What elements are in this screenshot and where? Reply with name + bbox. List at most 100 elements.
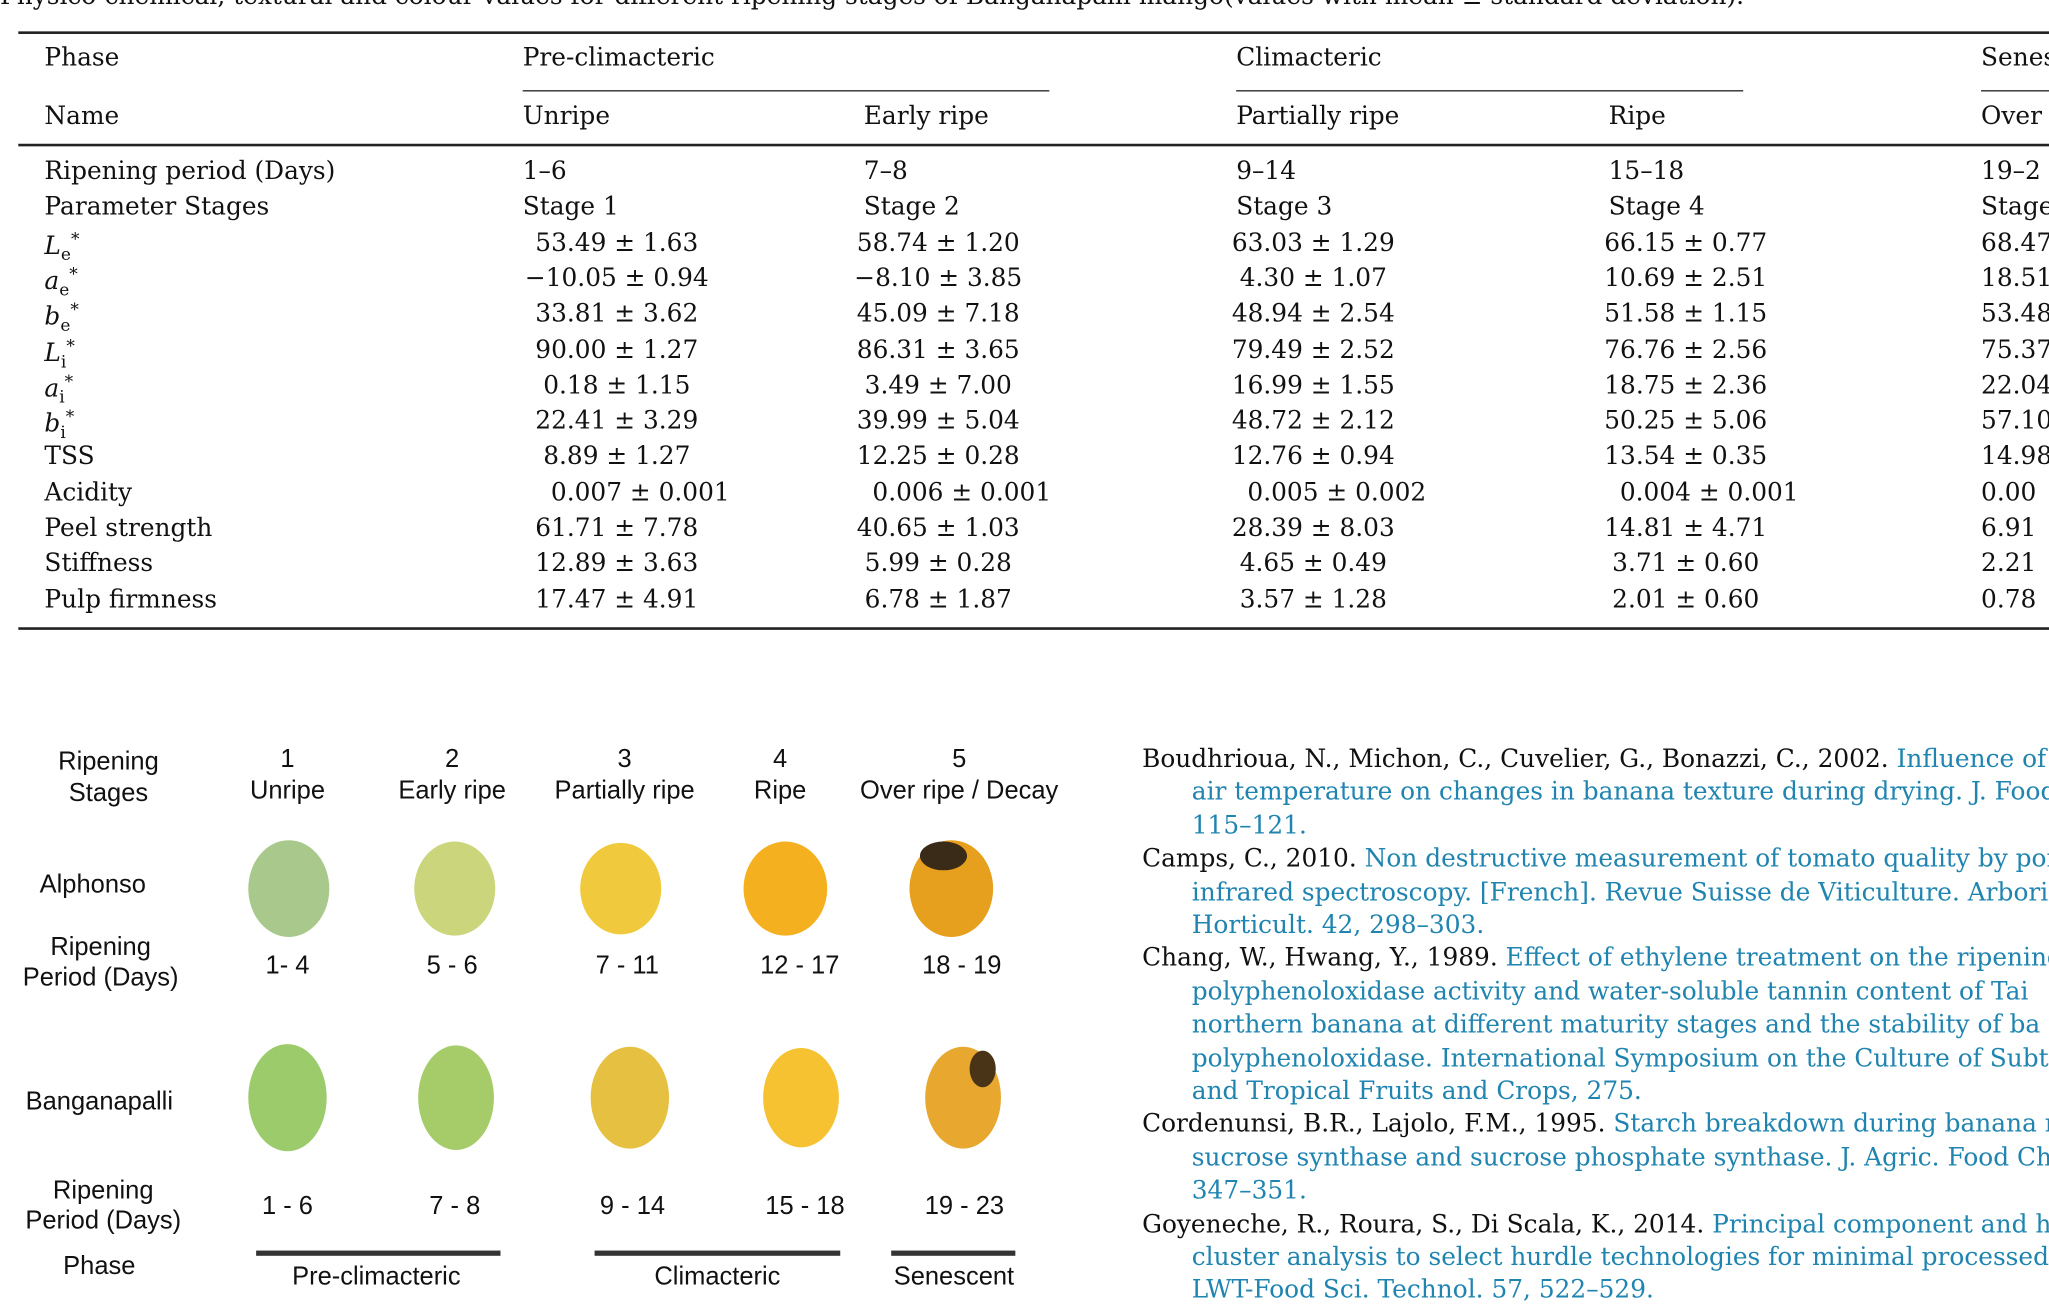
label-symbol: a	[44, 373, 60, 403]
table-cell: 90.00 ± 1.27	[535, 335, 699, 364]
reference-link: 347–351.	[1191, 1176, 1307, 1206]
banganapalli-mangoes	[248, 1044, 1001, 1152]
row-label: Stiffness	[44, 549, 154, 578]
reference-line: polyphenoloxidase. International Symposi…	[1192, 1046, 2049, 1071]
mango	[763, 1048, 839, 1148]
table-cell: 22.04	[1981, 370, 2049, 400]
reference-link: cluster analysis to select hurdle techno…	[1191, 1242, 2049, 1272]
reference-link: Horticult. 42, 298–303.	[1191, 910, 1485, 940]
table-cell: 63.03 ± 1.29	[1231, 228, 1395, 257]
reference-line: polyphenoloxidase activity and water-sol…	[1191, 977, 2029, 1006]
ripening-period: 12 - 17	[760, 951, 840, 981]
table-cell: 2.21	[1981, 549, 2037, 578]
table-cell: 14.98	[1981, 442, 2049, 471]
figure-label: Ripening	[58, 747, 159, 777]
figure-label: Ripening	[52, 1176, 154, 1205]
table-cell: 19–2	[1981, 156, 2041, 186]
table-cell: Stage 1	[522, 192, 619, 222]
table-cell: 0.78	[1981, 584, 2037, 614]
table-cell: 0.005 ± 0.002	[1247, 477, 1427, 507]
mango	[590, 1046, 670, 1149]
stage-number: 5	[952, 744, 967, 774]
table-cell: 66.15 ± 0.77	[1604, 228, 1768, 257]
mango	[418, 1045, 494, 1150]
row-label: Peel strength	[44, 513, 213, 543]
ripening-period: 19 - 23	[924, 1191, 1005, 1221]
table-cell: 22.41 ± 3.29	[535, 406, 699, 436]
table-cell: 6.91	[1981, 513, 2037, 543]
table-cell: 0.006 ± 0.001	[872, 477, 1052, 507]
table-cell: 5.99 ± 0.28	[864, 549, 1012, 578]
reference-link: northern banana at different maturity st…	[1191, 1010, 2041, 1040]
label-symbol: L	[44, 231, 61, 260]
reference-link: and Tropical Fruits and Crops, 275.	[1191, 1076, 1642, 1106]
table-cell: 57.10	[1981, 406, 2049, 436]
stage-name: Early ripe	[398, 776, 506, 805]
name-header: Over	[1981, 101, 2042, 131]
label-superscript: *	[65, 407, 75, 428]
reference-line: 347–351.	[1191, 1176, 1307, 1206]
table-cell: 53.49 ± 1.63	[535, 228, 699, 257]
phase-name: Senescent	[893, 1262, 1015, 1292]
reference-link: infrared spectroscopy. [French]. Revue S…	[1191, 877, 2049, 907]
table-cell: 53.48	[1981, 299, 2049, 329]
stage-name: Ripe	[753, 776, 807, 805]
label-superscript: *	[66, 336, 75, 357]
reference-line: Camps, C., 2010. Non destructive measure…	[1142, 844, 2049, 874]
reference-link: Starch breakdown during banana rip	[1613, 1109, 2049, 1139]
mango	[414, 841, 496, 936]
ripening-period: 18 - 19	[922, 951, 1002, 981]
table-cell: 61.71 ± 7.78	[535, 513, 699, 543]
table-caption: Physico-chemical, textural and colour va…	[0, 0, 1744, 9]
row-label: ai*	[44, 373, 73, 406]
row-label: Parameter Stages	[44, 192, 270, 222]
figure-label: Ripening	[50, 933, 151, 962]
reference-link: polyphenoloxidase activity and water-sol…	[1191, 977, 2029, 1006]
table-cell: 9–14	[1236, 156, 1296, 186]
mango	[580, 842, 662, 935]
table-cell: 3.71 ± 0.60	[1612, 549, 1760, 578]
stage-number: 2	[445, 744, 460, 774]
reference-authors: Boudhrioua, N., Michon, C., Cuvelier, G.…	[1142, 744, 1897, 774]
mango	[743, 841, 828, 936]
table-cell: 18.75 ± 2.36	[1604, 370, 1768, 400]
name-header: Unripe	[522, 101, 611, 131]
label-symbol: a	[44, 266, 60, 296]
table-cell: 50.25 ± 5.06	[1604, 406, 1768, 436]
table-cell: 0.18 ± 1.15	[543, 370, 691, 400]
table-cell: 6.78 ± 1.87	[864, 584, 1012, 614]
reference-link: LWT-Food Sci. Technol. 57, 522–529.	[1191, 1275, 1654, 1305]
table-top-rule	[18, 31, 2049, 34]
stage-name: Unripe	[249, 776, 326, 805]
table-cell: 40.65 ± 1.03	[856, 513, 1020, 543]
reference-link: Effect of ethylene treatment on the ripe…	[1505, 943, 2049, 973]
reference-link: Principal component and hie	[1712, 1209, 2049, 1239]
phase-rule	[1236, 90, 1744, 92]
table-cell: 13.54 ± 0.35	[1604, 442, 1768, 471]
table-cell: 15–18	[1608, 156, 1685, 186]
table-cell: Stage	[1981, 192, 2049, 222]
name-header: Early ripe	[863, 101, 989, 131]
figure-label: Stages	[68, 778, 149, 808]
stage-number: 4	[773, 744, 788, 774]
table-cell: 39.99 ± 5.04	[856, 406, 1020, 436]
name-header: Partially ripe	[1236, 101, 1400, 131]
phase-rule	[522, 90, 1050, 92]
phase-header: Climacteric	[1236, 43, 1382, 72]
reference-line: 115–121.	[1192, 813, 1307, 839]
table-cell: 18.51	[1981, 263, 2049, 293]
table-cell: 7–8	[863, 156, 908, 186]
figure-label: Period (Days)	[25, 1206, 182, 1235]
label-subscript: i	[60, 423, 66, 444]
row-label: ae*	[44, 266, 77, 299]
reference-line: infrared spectroscopy. [French]. Revue S…	[1192, 880, 2049, 905]
label-subscript: e	[60, 245, 71, 265]
table-cell: 16.99 ± 1.55	[1231, 370, 1395, 400]
reference-authors: Chang, W., Hwang, Y., 1989.	[1142, 943, 1506, 973]
reference-link: sucrose synthase and sucrose phosphate s…	[1191, 1143, 2049, 1172]
reference-link: Non destructive measurement of tomato qu…	[1364, 844, 2049, 874]
reference-line: cluster analysis to select hurdle techno…	[1192, 1245, 2049, 1270]
ripening-period: 5 - 6	[426, 951, 478, 981]
alphonso-mangoes	[248, 840, 994, 937]
